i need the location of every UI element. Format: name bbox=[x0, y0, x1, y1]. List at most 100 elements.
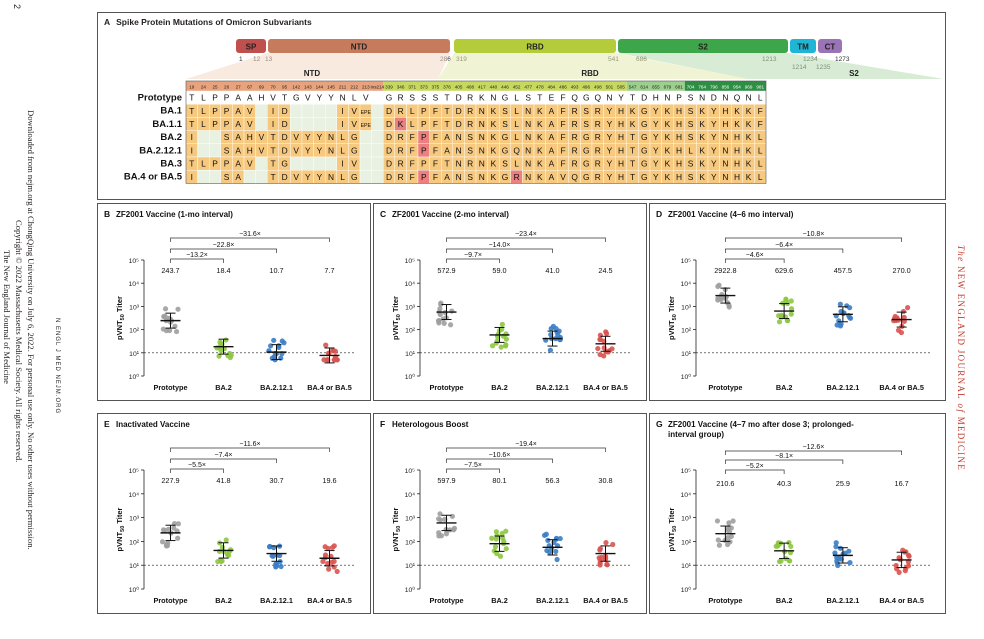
y-tick-label: 10⁴ bbox=[681, 492, 692, 499]
residue-letter: D bbox=[386, 159, 392, 169]
fold-change-label: −12.6× bbox=[803, 444, 825, 451]
residue-letter: N bbox=[456, 145, 462, 155]
residue-letter: F bbox=[433, 159, 438, 169]
residue-letter: V bbox=[247, 159, 253, 169]
residue-letter: T bbox=[444, 93, 449, 103]
panel-f: F Heterologous Boost 10⁰ 10¹ 10² 10³ 10⁴ 10⁵ pVN… bbox=[373, 413, 647, 614]
x-category-label: BA.4 or BA.5 bbox=[307, 383, 352, 392]
variant-label: BA.4 or BA.5 bbox=[124, 172, 183, 183]
residue-letter: K bbox=[746, 159, 752, 169]
data-point bbox=[441, 320, 447, 326]
residue-letter: N bbox=[340, 93, 346, 103]
data-point bbox=[597, 547, 603, 553]
residue-letter: I bbox=[272, 119, 274, 129]
fold-bracket bbox=[446, 458, 553, 463]
residue-letter: N bbox=[479, 106, 485, 116]
residue-letter: T bbox=[270, 145, 275, 155]
residue-letter: K bbox=[491, 172, 497, 182]
residue-grid-border bbox=[185, 80, 767, 184]
data-point bbox=[543, 531, 549, 537]
residue-letter: R bbox=[572, 159, 578, 169]
data-point bbox=[438, 301, 444, 308]
residue-letter: F bbox=[433, 145, 438, 155]
x-category-label: BA.2.12.1 bbox=[826, 383, 859, 392]
residue-letter: G bbox=[641, 172, 648, 182]
residue-letter: Y bbox=[711, 106, 717, 116]
position-label: 655 bbox=[652, 85, 660, 90]
panel-letter: G bbox=[656, 419, 663, 429]
chart-title: ZF2001 Vaccine (4–7 mo after dose 3; pro… bbox=[668, 420, 854, 429]
data-point bbox=[833, 540, 839, 546]
rbd-zoom-guide bbox=[438, 53, 748, 79]
data-point bbox=[788, 298, 794, 304]
data-point bbox=[892, 313, 898, 320]
residue-letter: I bbox=[341, 119, 343, 129]
data-point bbox=[332, 357, 338, 363]
x-category-label: BA.2 bbox=[215, 383, 232, 392]
position-label: 505 bbox=[617, 85, 625, 90]
data-point bbox=[325, 560, 331, 567]
residue-cell bbox=[371, 117, 384, 131]
position-label: 440 bbox=[490, 85, 498, 90]
residue-letter: Y bbox=[711, 119, 717, 129]
data-point bbox=[604, 562, 610, 568]
y-tick-label: 10¹ bbox=[681, 563, 692, 570]
residue-letter: F bbox=[433, 106, 438, 116]
residue-letter: F bbox=[433, 172, 438, 182]
fold-bracket bbox=[170, 468, 224, 473]
y-tick-label: 10¹ bbox=[681, 351, 692, 358]
data-point bbox=[503, 528, 509, 534]
residue-letter: S bbox=[224, 132, 230, 142]
y-tick-label: 10⁰ bbox=[681, 373, 692, 381]
residue-letter: I bbox=[272, 106, 274, 116]
residue-letter: H bbox=[618, 172, 624, 182]
residue-letter: T bbox=[630, 145, 635, 155]
y-tick-label: 10⁰ bbox=[129, 373, 140, 381]
residue-letter: K bbox=[665, 106, 671, 116]
position-label: 679 bbox=[664, 85, 672, 90]
residue-letter: T bbox=[537, 93, 542, 103]
residue-letter: N bbox=[479, 132, 485, 142]
residue-letter: R bbox=[467, 159, 473, 169]
residue-letter: Y bbox=[607, 119, 613, 129]
residue-letter: K bbox=[630, 119, 636, 129]
position-label: 764 bbox=[698, 85, 706, 90]
y-tick-label: 10² bbox=[681, 328, 692, 335]
residue-letter: S bbox=[224, 172, 230, 182]
residue-letter: P bbox=[224, 119, 230, 129]
data-point bbox=[448, 322, 454, 328]
position-label: 417 bbox=[478, 85, 486, 90]
residue-letter: G bbox=[502, 132, 509, 142]
residue-cell bbox=[197, 143, 210, 158]
panel-letter: C bbox=[380, 209, 386, 219]
position-label: 69 bbox=[259, 85, 265, 90]
panel-letter: D bbox=[656, 209, 662, 219]
residue-letter: G bbox=[583, 93, 590, 103]
residue-letter: R bbox=[398, 93, 404, 103]
residue-letter: R bbox=[595, 145, 601, 155]
residue-letter: Y bbox=[328, 93, 334, 103]
residue-letter: S bbox=[525, 93, 531, 103]
residue-letter: T bbox=[282, 93, 287, 103]
journal-name-main: NEW ENGLAND JOURNAL bbox=[956, 265, 966, 400]
residue-letter: T bbox=[444, 119, 449, 129]
residue-letter: P bbox=[224, 106, 230, 116]
residue-letter: T bbox=[630, 132, 635, 142]
position-label: 375 bbox=[432, 85, 440, 90]
data-point bbox=[271, 354, 277, 360]
residue-letter: F bbox=[560, 93, 565, 103]
residue-cell bbox=[371, 156, 384, 171]
gmt-label: 457.5 bbox=[834, 266, 852, 275]
gmt-label: 16.7 bbox=[895, 479, 909, 488]
residue-cell bbox=[324, 103, 337, 118]
residue-letter: I bbox=[341, 106, 343, 116]
residue-letter: N bbox=[722, 93, 728, 103]
residue-letter: F bbox=[433, 119, 438, 129]
data-point bbox=[838, 308, 844, 315]
residue-letter: L bbox=[410, 106, 415, 116]
residue-letter: H bbox=[722, 106, 728, 116]
residue-letter: S bbox=[583, 106, 589, 116]
residue-letter: Y bbox=[653, 172, 659, 182]
residue-letter: H bbox=[653, 93, 659, 103]
residue-letter: L bbox=[201, 106, 206, 116]
